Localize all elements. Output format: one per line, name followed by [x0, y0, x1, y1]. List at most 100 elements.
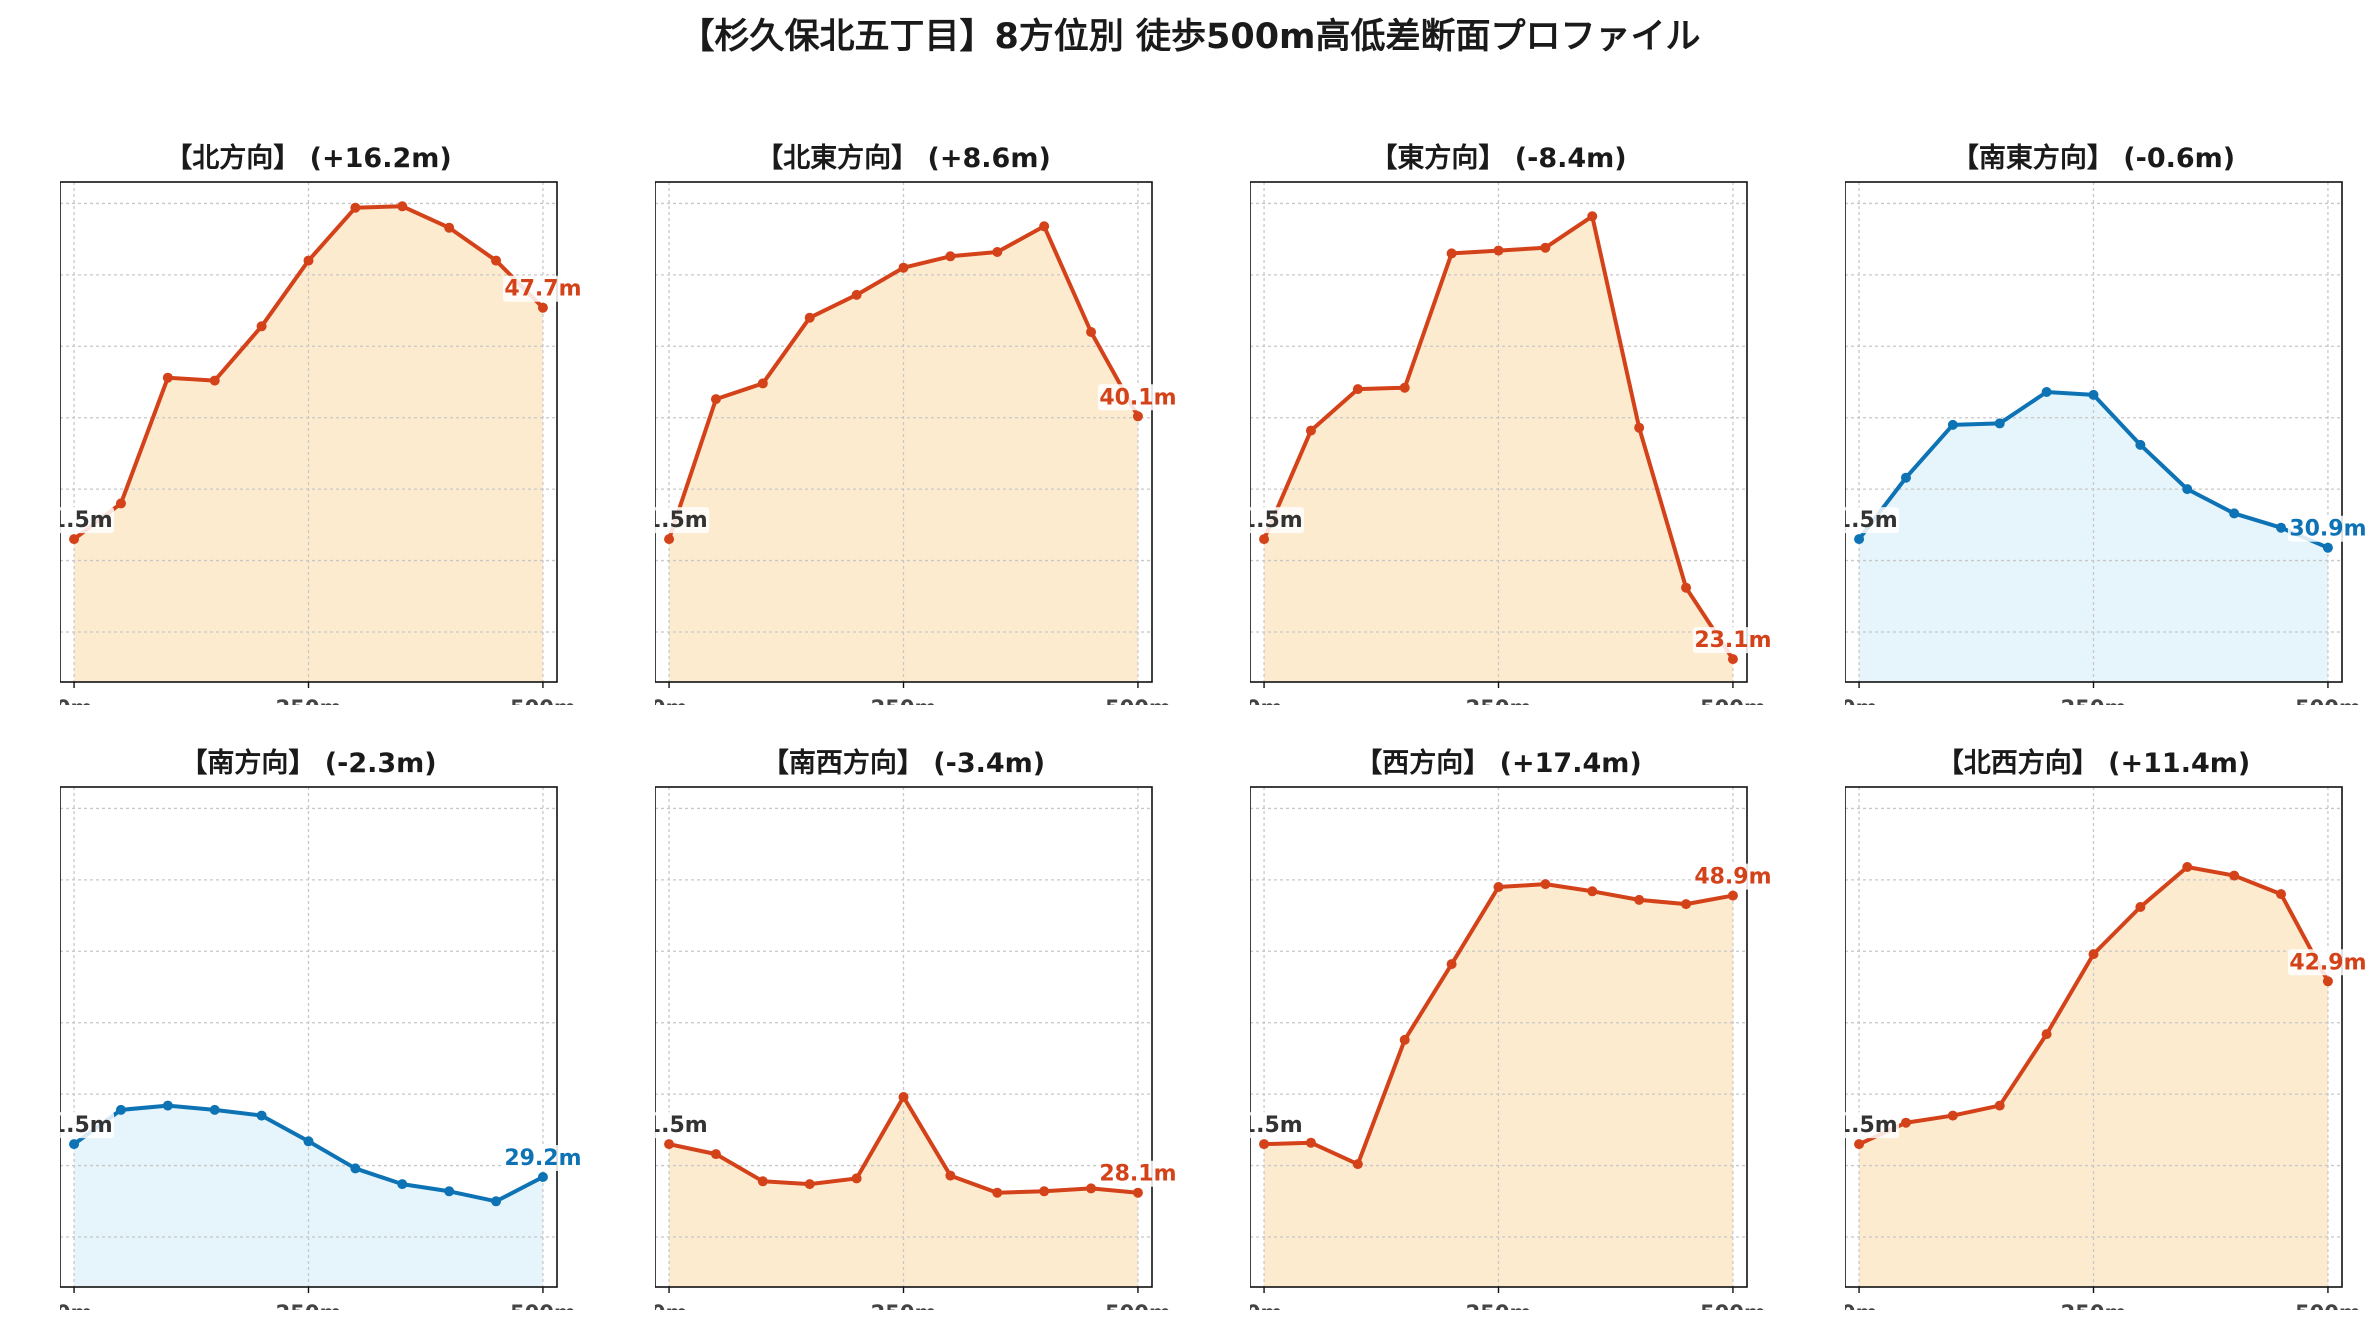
- data-point: [1634, 422, 1645, 433]
- data-point: [1305, 1137, 1316, 1148]
- data-point: [2322, 976, 2333, 987]
- chart-panel: 【南方向】 (-2.3m)253035404550550m250m500m31.…: [23, 740, 583, 1325]
- data-point: [1587, 886, 1598, 897]
- chart-svg: 【南東方向】 (-0.6m)253035404550550m250m500m31…: [1808, 142, 2368, 720]
- end-elevation-label: 29.2m: [502, 1145, 583, 1171]
- data-point: [1587, 211, 1598, 222]
- data-point: [1305, 425, 1316, 436]
- start-elevation-label: 31.5m: [1819, 1112, 1900, 1139]
- data-point: [537, 302, 548, 313]
- data-point: [992, 247, 1003, 257]
- panel-title: 【東方向】 (-8.4m): [1370, 142, 1626, 174]
- data-point: [2135, 439, 2146, 450]
- data-point: [2276, 889, 2287, 900]
- svg-text:31.5m: 31.5m: [60, 1113, 113, 1138]
- data-point: [1681, 899, 1692, 910]
- svg-text:47.7m: 47.7m: [504, 277, 580, 302]
- data-point: [851, 289, 862, 300]
- end-elevation-label: 30.9m: [2287, 515, 2368, 542]
- elevation-area: [1264, 216, 1733, 682]
- data-point: [2135, 902, 2146, 912]
- data-point: [1259, 1139, 1270, 1150]
- x-tick-label: 500m: [510, 1301, 576, 1310]
- data-point: [804, 1179, 815, 1190]
- panel-title: 【南東方向】 (-0.6m): [1952, 142, 2235, 174]
- x-tick-label: 0m: [1250, 696, 1282, 705]
- data-point: [2276, 522, 2287, 533]
- data-point: [1900, 1117, 1911, 1128]
- data-point: [1446, 959, 1457, 970]
- data-point: [2088, 389, 2099, 400]
- data-point: [1259, 534, 1270, 545]
- data-point: [162, 1100, 173, 1111]
- data-point: [664, 1139, 675, 1150]
- x-tick-label: 0m: [1845, 696, 1877, 705]
- svg-text:31.5m: 31.5m: [1845, 508, 1898, 533]
- x-tick-label: 250m: [871, 1301, 937, 1310]
- start-elevation-label: 31.5m: [1224, 507, 1305, 534]
- chart-panel: 【西方向】 (+17.4m)253035404550550m250m500m31…: [1213, 740, 1773, 1325]
- end-elevation-label: 48.9m: [1692, 863, 1773, 890]
- x-tick-label: 250m: [276, 1301, 342, 1310]
- start-elevation-label: 31.5m: [1224, 1112, 1305, 1139]
- x-tick-label: 250m: [1466, 1301, 1532, 1310]
- end-elevation-label: 23.1m: [1692, 627, 1773, 653]
- data-point: [1681, 582, 1692, 593]
- data-point: [1352, 384, 1363, 395]
- data-point: [115, 1104, 126, 1115]
- x-tick-label: 0m: [655, 696, 687, 705]
- elevation-area: [1264, 884, 1733, 1287]
- data-point: [1039, 221, 1050, 232]
- data-point: [1399, 1034, 1410, 1045]
- svg-text:31.5m: 31.5m: [655, 1113, 708, 1138]
- x-tick-label: 250m: [871, 696, 937, 705]
- svg-text:31.5m: 31.5m: [655, 508, 708, 533]
- data-point: [1727, 654, 1738, 665]
- x-tick-label: 500m: [2295, 1301, 2361, 1310]
- svg-text:40.1m: 40.1m: [1099, 385, 1175, 410]
- data-point: [1086, 327, 1097, 337]
- data-point: [491, 1196, 502, 1207]
- x-tick-label: 0m: [1845, 1301, 1877, 1310]
- x-tick-label: 0m: [60, 1301, 92, 1310]
- data-point: [1086, 1183, 1097, 1194]
- chart-panel: 【南東方向】 (-0.6m)253035404550550m250m500m31…: [1808, 135, 2368, 720]
- data-point: [757, 378, 768, 389]
- data-point: [444, 1186, 455, 1197]
- svg-text:31.5m: 31.5m: [1250, 508, 1303, 533]
- svg-text:31.5m: 31.5m: [60, 508, 113, 533]
- svg-text:48.9m: 48.9m: [1694, 865, 1770, 890]
- data-point: [1446, 248, 1457, 259]
- data-point: [1947, 419, 1958, 430]
- data-point: [256, 321, 267, 332]
- data-point: [2322, 542, 2333, 553]
- data-point: [1994, 1100, 2005, 1111]
- end-elevation-label: 47.7m: [502, 275, 583, 302]
- start-elevation-label: 31.5m: [629, 1112, 710, 1139]
- elevation-area: [74, 206, 543, 682]
- chart-panel: 【北西方向】 (+11.4m)253035404550550m250m500m3…: [1808, 740, 2368, 1325]
- data-point: [350, 202, 361, 213]
- x-tick-label: 500m: [1700, 1301, 1766, 1310]
- chart-panel: 【北方向】 (+16.2m)253035404550550m250m500m31…: [23, 135, 583, 720]
- data-point: [710, 394, 721, 405]
- chart-svg: 【南西方向】 (-3.4m)253035404550550m250m500m31…: [618, 747, 1178, 1325]
- chart-svg: 【東方向】 (-8.4m)253035404550550m250m500m31.…: [1213, 142, 1773, 720]
- x-tick-label: 500m: [1700, 696, 1766, 705]
- chart-svg: 【北東方向】 (+8.6m)253035404550550m250m500m31…: [618, 142, 1178, 720]
- data-point: [1352, 1159, 1363, 1170]
- data-point: [397, 201, 408, 212]
- data-point: [491, 255, 502, 266]
- x-tick-label: 500m: [2295, 696, 2361, 705]
- data-point: [537, 1172, 548, 1182]
- data-point: [256, 1110, 267, 1121]
- data-point: [1854, 1139, 1865, 1150]
- svg-text:29.2m: 29.2m: [504, 1146, 580, 1171]
- data-point: [1854, 534, 1865, 545]
- data-point: [209, 375, 220, 386]
- chart-svg: 【西方向】 (+17.4m)253035404550550m250m500m31…: [1213, 747, 1773, 1325]
- data-point: [664, 534, 675, 545]
- data-point: [69, 534, 80, 545]
- data-point: [804, 312, 815, 323]
